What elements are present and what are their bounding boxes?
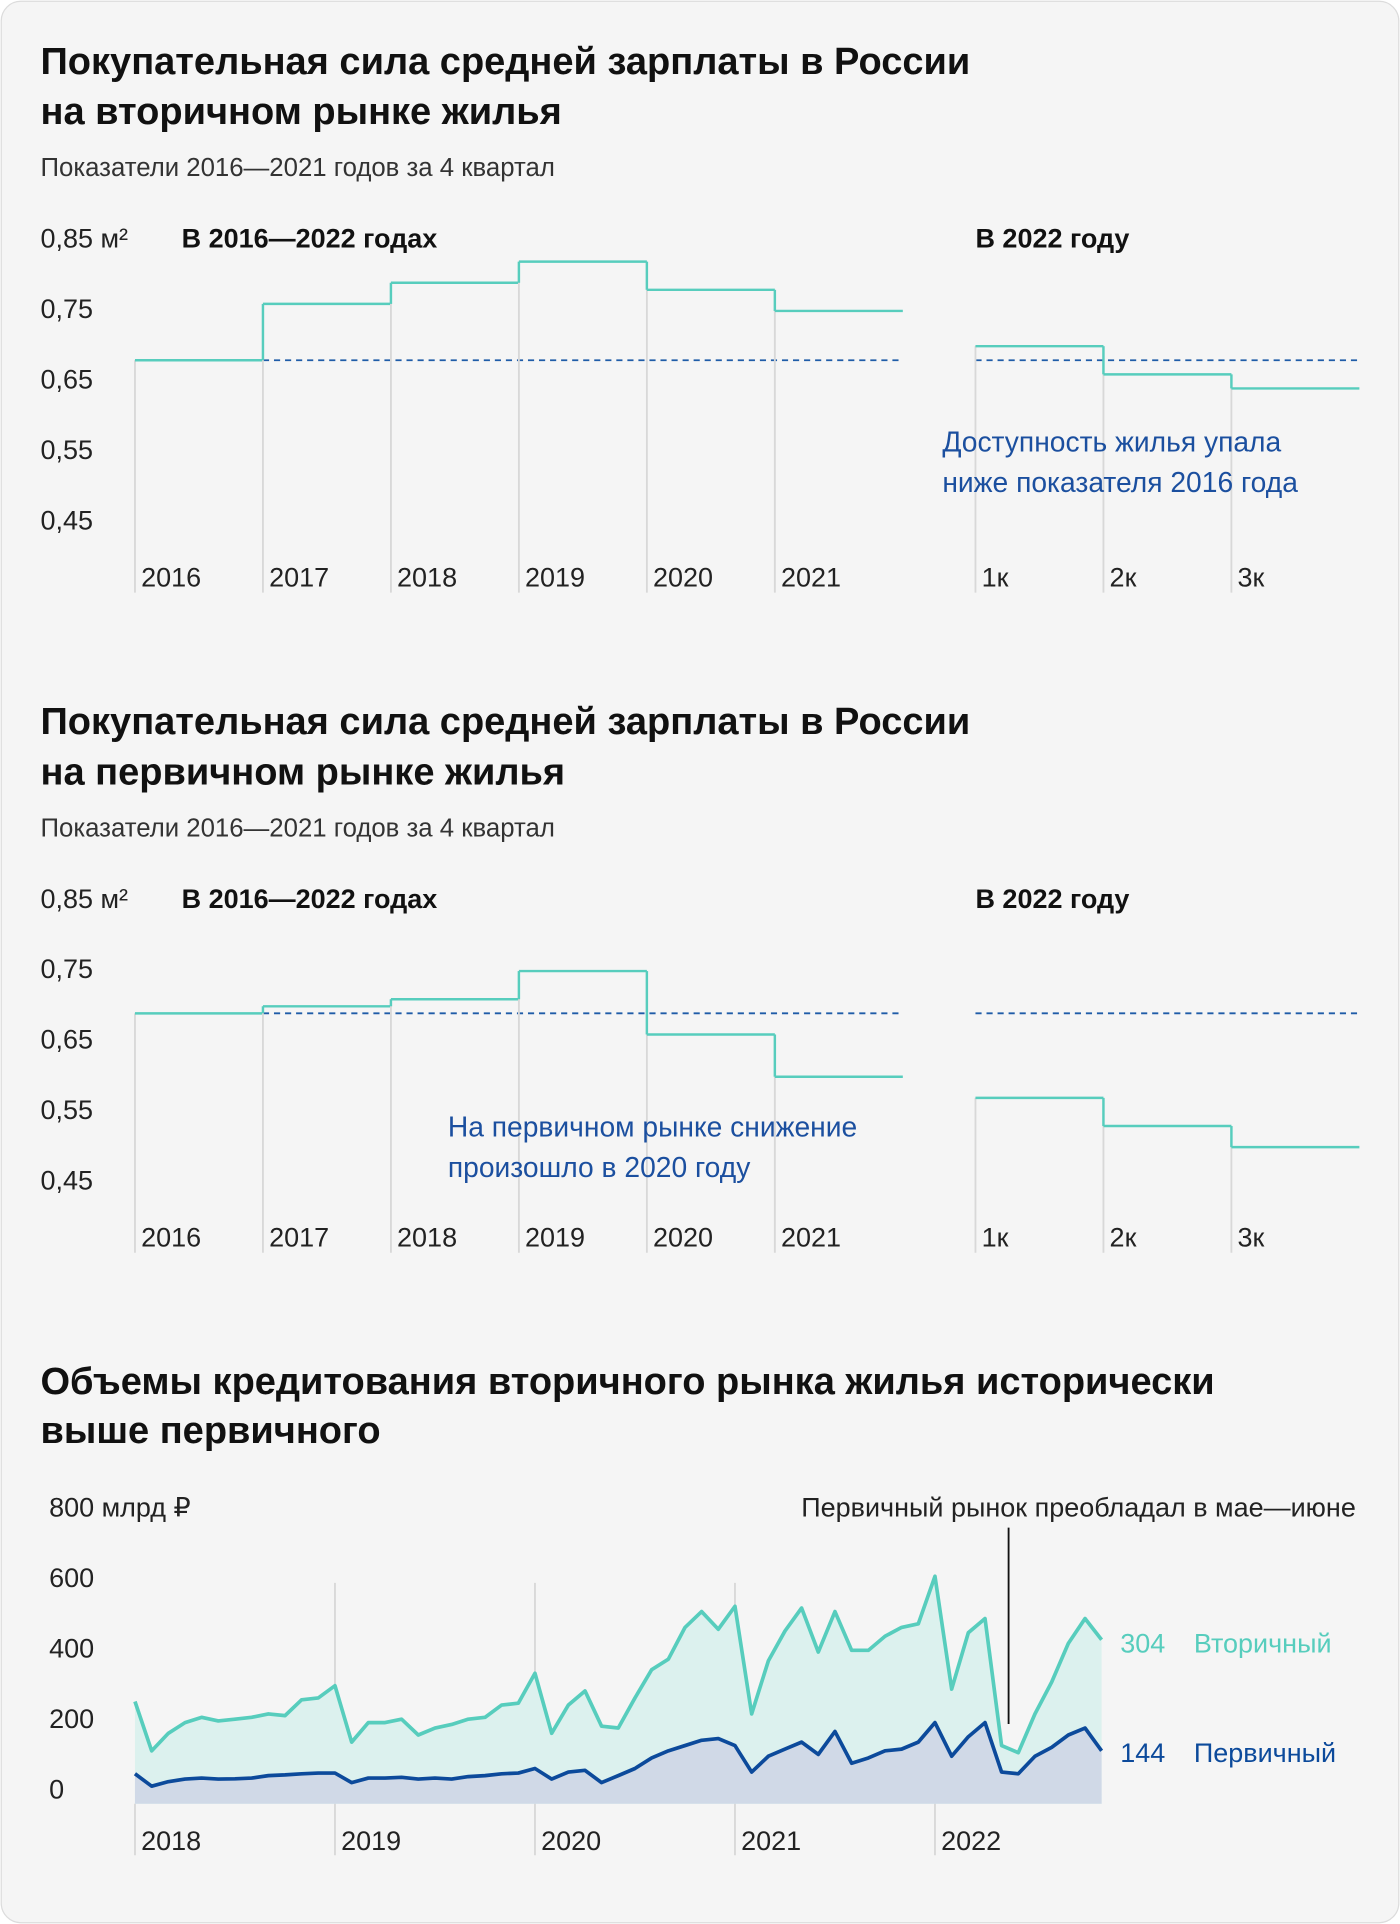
end-value-label: 144 [1120, 1738, 1165, 1768]
chart-title: Покупательная сила средней зарплаты в Ро… [40, 41, 970, 83]
x-tick-label: 2021 [781, 562, 841, 592]
y-tick-label: 0,55 [40, 1095, 93, 1125]
x-tick-label: 2017 [269, 1222, 329, 1252]
x-tick-label: 2021 [741, 1826, 801, 1856]
y-tick-label: 0,45 [40, 1165, 93, 1195]
panel-title: В 2022 году [975, 224, 1129, 254]
chart: Покупательная сила средней зарплаты в Ро… [40, 701, 1360, 1253]
y-tick-label: 0,45 [40, 505, 93, 535]
end-value-label: 304 [1120, 1629, 1165, 1659]
x-tick-label: 2022 [941, 1826, 1001, 1856]
x-tick-label: 2019 [525, 1222, 585, 1252]
chart-title: на первичном рынке жилья [40, 751, 565, 793]
chart: Покупательная сила средней зарплаты в Ро… [40, 41, 1360, 593]
annotation: Доступность жилья упала [942, 426, 1281, 458]
x-tick-label: 3к [1238, 1222, 1265, 1252]
chart-subtitle: Показатели 2016—2021 годов за 4 квартал [40, 154, 554, 182]
y-tick-label: 0,65 [40, 365, 93, 395]
legend-label: Первичный [1194, 1738, 1336, 1768]
x-tick-label: 2018 [397, 562, 457, 592]
chart-subtitle: Показатели 2016—2021 годов за 4 квартал [40, 814, 554, 842]
y-tick-label: 0,85 м² [40, 224, 128, 254]
panel-title: В 2016—2022 годах [182, 224, 438, 254]
y-tick-label: 0,75 [40, 294, 93, 324]
x-tick-label: 2020 [541, 1826, 601, 1856]
y-tick-label: 200 [49, 1704, 94, 1734]
x-tick-label: 2020 [653, 562, 713, 592]
series-line [133, 1574, 1104, 1755]
y-tick-label: 800 млрд ₽ [49, 1492, 191, 1522]
y-tick-label: 400 [49, 1633, 94, 1663]
chart-title: на вторичном рынке жилья [40, 91, 561, 133]
chart-title: выше первичного [40, 1410, 380, 1452]
legend-label: Вторичный [1194, 1629, 1332, 1659]
area-fill [134, 1576, 1102, 1804]
panel-title: В 2022 году [975, 884, 1129, 914]
x-tick-label: 2018 [141, 1826, 201, 1856]
y-tick-label: 600 [49, 1563, 94, 1593]
y-tick-label: 0,85 м² [40, 884, 128, 914]
x-tick-label: 2016 [141, 1222, 201, 1252]
area-fill [134, 1722, 1102, 1804]
x-tick-label: 2021 [781, 1222, 841, 1252]
panel-title: В 2016—2022 годах [182, 884, 438, 914]
x-tick-label: 2016 [141, 562, 201, 592]
series-line [133, 1720, 1104, 1789]
chart: Объемы кредитования вторичного рынка жил… [40, 1361, 1355, 1856]
annotation: Первичный рынок преобладал в мае—июне [801, 1492, 1356, 1522]
y-tick-label: 0,55 [40, 435, 93, 465]
annotation: ниже показателя 2016 года [942, 466, 1298, 498]
x-tick-label: 2019 [525, 562, 585, 592]
x-tick-label: 2018 [397, 1222, 457, 1252]
annotation: произошло в 2020 году [448, 1151, 751, 1183]
x-tick-label: 2017 [269, 562, 329, 592]
chart-title: Покупательная сила средней зарплаты в Ро… [40, 701, 970, 743]
x-tick-label: 1к [982, 562, 1009, 592]
x-tick-label: 2020 [653, 1222, 713, 1252]
annotation: На первичном рынке снижение [448, 1110, 857, 1142]
chart-title: Объемы кредитования вторичного рынка жил… [40, 1361, 1214, 1403]
y-tick-label: 0,75 [40, 954, 93, 984]
y-tick-label: 0 [49, 1775, 64, 1805]
y-tick-label: 0,65 [40, 1025, 93, 1055]
x-tick-label: 2019 [341, 1826, 401, 1856]
x-tick-label: 3к [1238, 562, 1265, 592]
x-tick-label: 2к [1110, 1222, 1137, 1252]
x-tick-label: 1к [982, 1222, 1009, 1252]
x-tick-label: 2к [1110, 562, 1137, 592]
